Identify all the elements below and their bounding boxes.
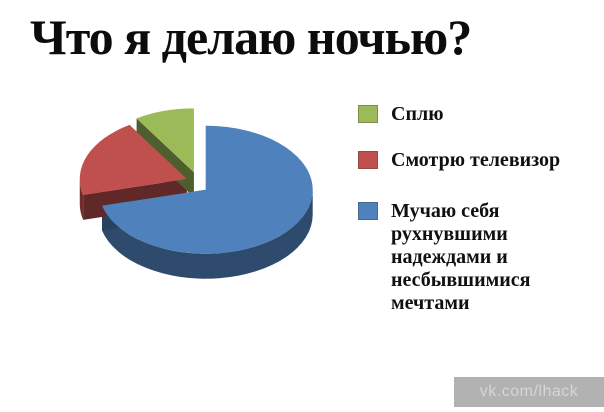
legend-item-sleep: Сплю [358,103,569,126]
legend-item-tv: Смотрю телевизор [358,149,569,172]
watermark-text: vk.com/lhack [479,383,579,400]
pie-slice-0 [136,108,194,173]
pie-wall-1 [79,178,84,220]
legend-label: Смотрю телевизор [391,149,561,171]
legend-label: Сплю [391,103,444,125]
legend-item-hopes: Мучаю себя рухнувшими надеждами и несбыв… [358,200,569,315]
legend-swatch-red [358,151,378,169]
pie-slice-2 [102,125,313,254]
watermark-badge: vk.com/lhack [454,377,604,407]
legend-swatch-blue [358,202,378,220]
legend-swatch-green [358,105,378,123]
pie-wall-2 [102,189,313,279]
legend-label: Мучаю себя рухнувшими надеждами и несбыв… [391,200,531,314]
pie-slice-1 [79,124,187,195]
page-title: Что я делаю ночью? [30,9,472,65]
